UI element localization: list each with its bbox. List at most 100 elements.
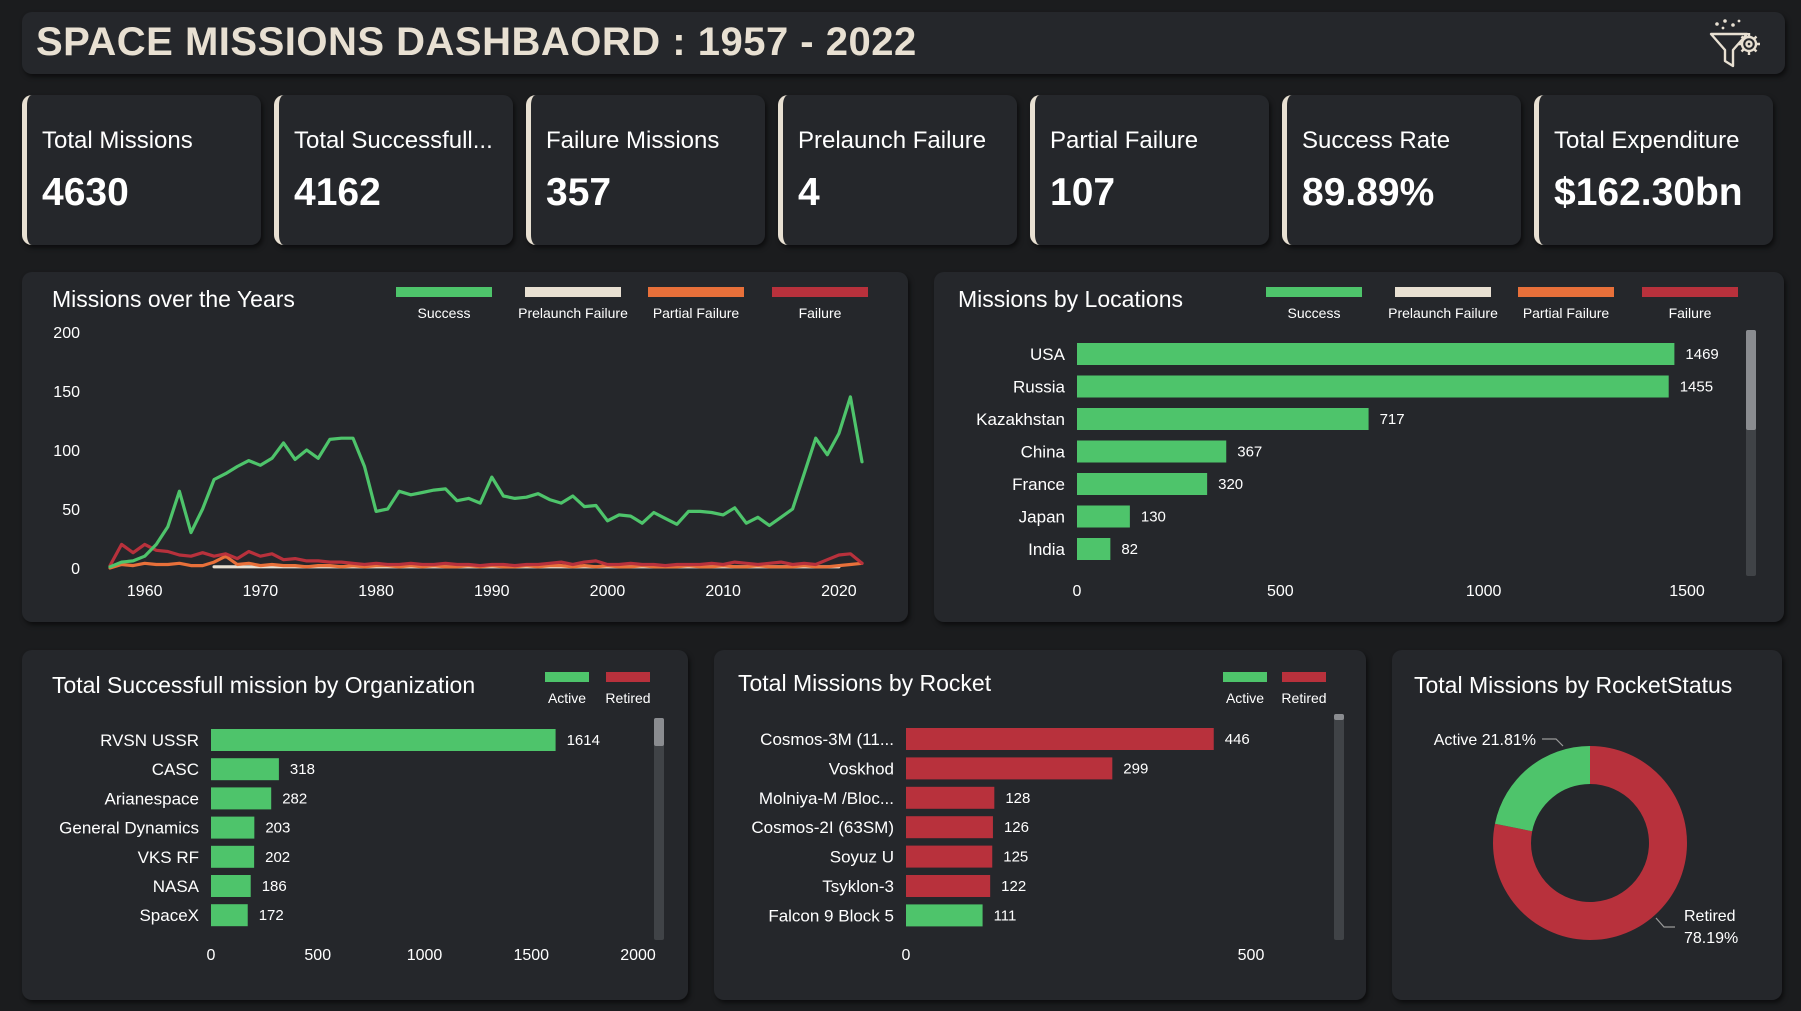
- legend-item-failure[interactable]: Failure: [770, 287, 870, 321]
- bar: [906, 875, 991, 897]
- x-tick-label: 1960: [127, 583, 163, 600]
- legend-swatch: [396, 287, 492, 297]
- kpi-label: Failure Missions: [546, 127, 720, 154]
- bar: [211, 816, 255, 839]
- scrollbar[interactable]: [654, 718, 664, 940]
- legend-label: Retired: [605, 690, 651, 706]
- header-bar: SPACE MISSIONS DASHBAORD : 1957 - 2022: [22, 12, 1785, 74]
- category-label: India: [1028, 540, 1065, 559]
- chart-title: Total Missions by Rocket: [738, 670, 992, 696]
- category-label: USA: [1030, 345, 1066, 364]
- x-tick-label: 500: [1267, 583, 1294, 600]
- locations-bar-plot: USA 1469 Russia 1455 Kazakhstan 717 China 367 Fr…: [976, 343, 1719, 600]
- data-label: 318: [290, 761, 315, 778]
- legend-swatch: [606, 672, 650, 682]
- legend-label: Active: [1225, 690, 1265, 706]
- legend-swatch: [1642, 287, 1738, 297]
- kpi-value: 4630: [42, 171, 129, 214]
- bar: [1077, 473, 1208, 495]
- data-label: 282: [282, 790, 307, 807]
- data-label: 130: [1141, 509, 1166, 526]
- x-tick-label: 1980: [358, 583, 394, 600]
- scrollbar-thumb[interactable]: [654, 718, 664, 746]
- legend-item-prelaunch-failure[interactable]: Prelaunch Failure: [1384, 287, 1502, 321]
- legend-label: Success: [1287, 305, 1341, 321]
- category-label: Japan: [1019, 508, 1065, 527]
- legend-item-prelaunch-failure[interactable]: Prelaunch Failure: [514, 287, 632, 321]
- kpi-label: Partial Failure: [1050, 127, 1199, 154]
- legend-swatch: [772, 287, 868, 297]
- slice-label-retired-name: Retired: [1684, 908, 1736, 925]
- x-tick-label: 1990: [474, 583, 510, 600]
- data-label: 122: [1001, 878, 1026, 895]
- bar: [1077, 505, 1130, 528]
- category-label: NASA: [153, 877, 200, 896]
- legend-swatch: [1282, 672, 1326, 682]
- category-label: Cosmos-2I (63SM): [751, 818, 894, 837]
- bar: [1077, 440, 1227, 463]
- data-label: 1469: [1685, 346, 1718, 363]
- legend-item-retired[interactable]: Retired: [1276, 672, 1332, 706]
- legend-label: Prelaunch Failure: [518, 305, 628, 321]
- data-label: 446: [1225, 731, 1250, 748]
- successful-by-organization-panel: Total Successfull mission by Organizatio…: [22, 650, 688, 1000]
- kpi-card-partial-failure: Partial Failure 107: [1030, 95, 1269, 245]
- scrollbar-thumb[interactable]: [1746, 330, 1756, 430]
- legend-item-retired[interactable]: Retired: [600, 672, 656, 706]
- bar: [906, 728, 1214, 750]
- rocket-status-donut: Active 21.81% Retired 78.19%: [1434, 732, 1739, 947]
- y-tick-label: 200: [53, 325, 80, 342]
- legend-label: Active: [547, 690, 587, 706]
- category-label: Falcon 9 Block 5: [768, 906, 894, 925]
- x-tick-label: 2020: [821, 583, 857, 600]
- kpi-card-total-successful: Total Successfull... 4162: [274, 95, 513, 245]
- category-label: Tsyklon-3: [822, 877, 894, 896]
- x-tick-label: 1500: [1669, 583, 1705, 600]
- y-tick-label: 0: [71, 561, 80, 578]
- legend-label: Partial Failure: [1522, 305, 1610, 321]
- bar: [906, 845, 993, 868]
- chart-title: Missions over the Years: [52, 286, 295, 312]
- category-label: Molniya-M /Bloc...: [759, 789, 894, 808]
- y-tick-label: 150: [53, 384, 80, 401]
- bar: [1077, 538, 1111, 560]
- data-label: 299: [1123, 760, 1148, 777]
- legend-item-success[interactable]: Success: [394, 287, 494, 321]
- legend-item-partial-failure[interactable]: Partial Failure: [646, 287, 746, 321]
- kpi-value: 4162: [294, 171, 381, 214]
- x-tick-label: 2000: [590, 583, 626, 600]
- category-label: Kazakhstan: [976, 410, 1065, 429]
- kpi-value: 4: [798, 171, 820, 214]
- page-title: SPACE MISSIONS DASHBAORD : 1957 - 2022: [36, 20, 917, 64]
- data-label: 126: [1004, 819, 1029, 836]
- category-label: SpaceX: [139, 906, 199, 925]
- funnel-gear-icon[interactable]: [1705, 16, 1765, 72]
- x-tick-label: 2000: [620, 947, 656, 964]
- legend-item-active[interactable]: Active: [1220, 672, 1270, 706]
- legend-item-failure[interactable]: Failure: [1640, 287, 1740, 321]
- bar: [1077, 375, 1669, 398]
- kpi-card-total-expenditure: Total Expenditure $162.30bn: [1534, 95, 1773, 245]
- rocket-status-panel: Total Missions by RocketStatus Active 21…: [1392, 650, 1782, 1000]
- kpi-card-prelaunch-failure: Prelaunch Failure 4: [778, 95, 1017, 245]
- bar: [211, 875, 251, 897]
- missions-over-years-panel: Missions over the Years Success Prelaunc…: [22, 272, 908, 622]
- organization-bar-plot: RVSN USSR 1614 CASC 318 Arianespace 282 Genera…: [59, 729, 656, 964]
- series-line-success: [108, 395, 864, 569]
- missions-by-rocket-panel: Total Missions by Rocket Active Retired …: [714, 650, 1366, 1000]
- legend-item-active[interactable]: Active: [542, 672, 592, 706]
- legend-item-partial-failure[interactable]: Partial Failure: [1516, 287, 1616, 321]
- scrollbar-thumb[interactable]: [1334, 714, 1344, 720]
- bar: [211, 904, 248, 927]
- scrollbar[interactable]: [1334, 714, 1344, 940]
- x-tick-label: 0: [902, 947, 911, 964]
- data-label: 202: [265, 849, 290, 866]
- kpi-value: 357: [546, 171, 612, 214]
- scrollbar[interactable]: [1746, 330, 1756, 576]
- x-tick-label: 1000: [1466, 583, 1502, 600]
- y-tick-label: 50: [62, 502, 80, 519]
- legend-item-success[interactable]: Success: [1264, 287, 1364, 321]
- legend-swatch: [525, 287, 621, 297]
- data-label: 128: [1005, 790, 1030, 807]
